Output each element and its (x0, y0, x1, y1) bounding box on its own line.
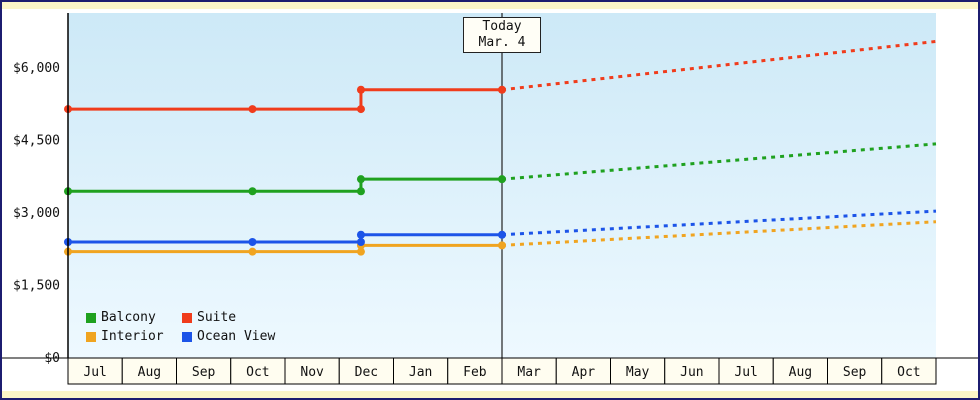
x-axis-cell (176, 357, 232, 385)
series-forecast-suite (501, 39, 937, 92)
x-axis-label: Sep (192, 365, 216, 380)
x-axis-cell (610, 357, 666, 385)
marker-balcony (248, 187, 257, 196)
y-axis-label: $6,000 (13, 61, 60, 76)
frame-strip-bottom (2, 391, 978, 398)
legend-label: Interior (101, 329, 164, 344)
series-history-suite (68, 88, 502, 111)
marker-suite (356, 105, 365, 114)
marker-suite (248, 105, 257, 114)
marker-ocean-view (498, 230, 506, 239)
marker-balcony (356, 187, 365, 196)
legend-swatch-suite (182, 312, 192, 323)
x-axis-cell (338, 357, 394, 385)
x-axis-label: Jul (83, 365, 106, 380)
marker-ocean-view (356, 238, 365, 246)
x-axis-cell (284, 357, 340, 385)
today-date: Mar. 4 (478, 35, 526, 50)
x-axis-cell (230, 357, 286, 385)
today-annotation: Today Mar. 4 (463, 17, 541, 53)
x-axis-label: Jul (734, 365, 757, 380)
legend-label: Balcony (101, 310, 156, 325)
x-axis-cell (827, 357, 883, 385)
x-axis-cell (881, 357, 937, 385)
legend: Balcony Suite Interior Ocean View (86, 310, 275, 344)
x-axis-label: Sep (843, 365, 867, 380)
y-axis-label: $4,500 (13, 134, 60, 149)
x-axis-label: Dec (355, 365, 378, 380)
marker-ocean-view (356, 230, 365, 239)
legend-item-interior: Interior (86, 329, 182, 344)
x-axis-cell (67, 357, 123, 385)
series-forecast-balcony (501, 142, 937, 181)
marker-interior (498, 241, 506, 250)
x-axis-label: Feb (463, 365, 487, 380)
marker-interior (248, 247, 257, 256)
legend-label: Suite (197, 310, 237, 325)
x-axis-label: Oct (897, 365, 920, 380)
x-axis-cell (555, 357, 611, 385)
series-history-balcony (68, 177, 502, 193)
series-forecast-ocean-view (501, 209, 937, 237)
today-label: Today (482, 19, 522, 34)
x-axis-label: Mar (517, 365, 541, 380)
marker-ocean-view (248, 238, 257, 246)
marker-suite (356, 85, 365, 94)
y-axis-label: $1,500 (13, 279, 60, 294)
x-axis-cell (501, 357, 557, 385)
y-axis-label: $3,000 (13, 206, 60, 221)
x-axis-label: Jan (409, 365, 432, 380)
marker-interior (356, 247, 365, 256)
y-axis-label: $0 (44, 351, 60, 366)
legend-swatch-ocean-view (182, 331, 192, 342)
legend-item-balcony: Balcony (86, 310, 182, 325)
x-axis-label: Aug (138, 365, 161, 380)
series-forecast-interior (501, 220, 937, 247)
marker-suite (498, 85, 506, 94)
x-axis-label: May (626, 365, 650, 380)
x-axis-label: Aug (789, 365, 812, 380)
legend-item-ocean-view: Ocean View (182, 329, 275, 344)
frame-strip-top (2, 2, 978, 9)
x-axis-label: Jun (680, 365, 703, 380)
x-axis-label: Apr (572, 365, 596, 380)
x-axis-label: Nov (300, 365, 324, 380)
x-axis-cell (664, 357, 720, 385)
marker-balcony (498, 175, 506, 184)
axes-group: Jul Aug Sep Oct Nov Dec Jan Feb Mar Apr May Jun Jul A… (2, 13, 978, 385)
legend-swatch-interior (86, 331, 96, 342)
series-group (64, 39, 937, 256)
marker-balcony (356, 175, 365, 184)
x-axis-label: Oct (246, 365, 269, 380)
legend-swatch-balcony (86, 312, 96, 323)
legend-label: Ocean View (197, 329, 276, 344)
legend-item-suite: Suite (182, 310, 275, 325)
